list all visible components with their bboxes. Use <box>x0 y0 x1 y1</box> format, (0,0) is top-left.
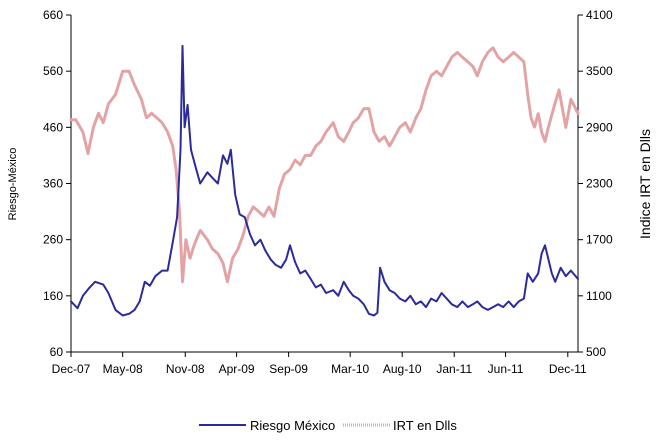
y-right-tick-label: 4100 <box>586 8 613 22</box>
legend: Riesgo México IRT en Dlls <box>199 418 457 433</box>
series-line-riesgo-mexico <box>70 44 579 317</box>
y-left-tick-label: 460 <box>43 120 63 134</box>
legend-label-irt: IRT en Dlls <box>393 418 457 433</box>
x-tick-label: Apr-09 <box>219 362 255 376</box>
y-right-axis-title: Indice IRT en Dlls <box>637 129 653 239</box>
x-tick-label: Aug-10 <box>383 362 422 376</box>
y-left-axis-title: Riesgo-México <box>7 148 19 221</box>
x-tick-label: May-08 <box>103 362 143 376</box>
axes-group: 60 160 260 360 460 560 660 500 1100 1700 2300 2900 3… <box>43 8 613 376</box>
y-left-tick-label: 160 <box>43 289 63 303</box>
y-right-tick-label: 3500 <box>586 64 613 78</box>
y-left-tick-label: 660 <box>43 8 63 22</box>
x-tick-label: Sep-09 <box>269 362 308 376</box>
y-left-tick-label: 560 <box>43 64 63 78</box>
legend-label-riesgo: Riesgo México <box>250 418 335 433</box>
series-line-irt-dlls <box>69 46 580 284</box>
x-tick-label: Dec-07 <box>52 362 91 376</box>
y-left-tick-label: 260 <box>43 233 63 247</box>
y-left-tick-label: 60 <box>50 345 64 359</box>
x-tick-label: Dec-11 <box>549 362 587 376</box>
y-right-tick-label: 1100 <box>586 289 612 303</box>
y-right-tick-label: 500 <box>586 345 606 359</box>
x-tick-label: Jan-11 <box>436 362 472 376</box>
y-left-tick-label: 360 <box>43 177 63 191</box>
series-group <box>69 44 580 317</box>
y-right-tick-label: 2900 <box>586 120 613 134</box>
y-right-tick-label: 2300 <box>586 177 613 191</box>
x-tick-label: Mar-10 <box>331 362 369 376</box>
y-right-tick-label: 1700 <box>586 233 613 247</box>
x-tick-label: Nov-08 <box>166 362 205 376</box>
x-tick-label: Jun-11 <box>488 362 524 376</box>
